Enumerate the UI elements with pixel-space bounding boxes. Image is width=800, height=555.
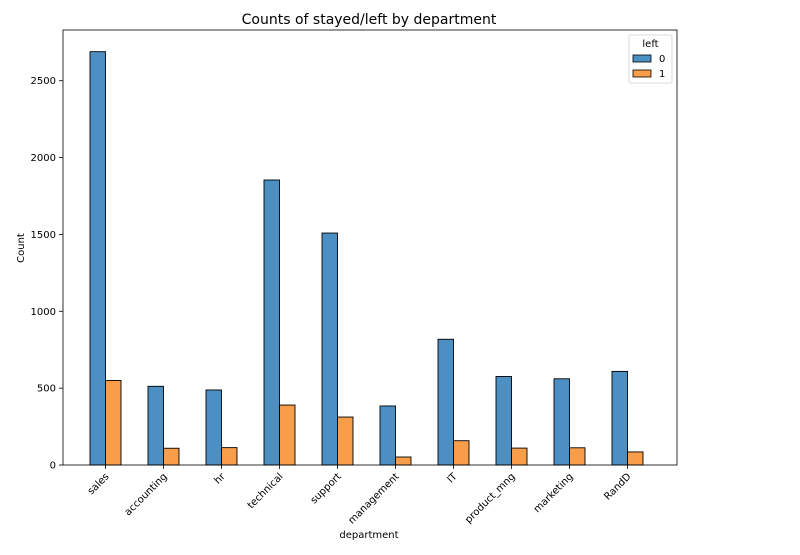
bar-technical-left-0 [263,179,280,466]
bar-technical-left-1 [279,404,296,466]
bar-hr-left-0 [205,389,222,466]
bar-RandD-left-1 [627,451,644,466]
legend-swatch-1 [632,69,652,78]
bar-product_mng-left-0 [495,376,512,466]
bar-sales-left-1 [105,380,122,466]
x-tick-label-management: management [346,471,401,526]
x-tick-label-RandD: RandD [602,471,633,502]
plot-frame [62,29,678,466]
legend-label-0: 0 [659,54,665,65]
y-tick-label-1000: 1000 [31,307,56,318]
bar-management-left-1 [395,456,412,466]
bar-sales-left-0 [89,51,106,466]
x-tick-label-hr: hr [212,471,228,487]
x-tick-label-product_mng: product_mng [463,471,517,525]
plot-area: sales accounting hr technical support managem… [31,29,678,526]
bar-marketing-left-1 [569,447,586,466]
y-tick-label-2000: 2000 [31,153,56,164]
x-tick-label-IT: IT [445,471,460,486]
y-tick-label-2500: 2500 [31,76,56,87]
bar-RandD-left-0 [611,370,628,466]
y-tick-label-500: 500 [37,384,56,395]
bar-management-left-0 [379,405,396,466]
bar-accounting-left-1 [163,447,180,466]
x-tick-label-technical: technical [246,471,286,511]
bar-accounting-left-0 [147,385,164,466]
legend-label-1: 1 [659,69,665,80]
bar-marketing-left-0 [553,378,570,466]
bar-support-left-1 [337,416,354,466]
bar-support-left-0 [321,232,338,466]
x-tick-label-marketing: marketing [532,471,576,515]
y-tick-label-1500: 1500 [31,230,56,241]
x-tick-label-support: support [309,471,344,506]
y-tick-label-0: 0 [50,461,56,472]
x-tick-label-sales: sales [86,471,112,497]
chart-title: Counts of stayed/left by department [242,12,497,28]
x-tick-label-accounting: accounting [123,471,170,518]
bar-IT-left-0 [437,338,454,466]
y-axis-label: Count [16,233,27,263]
bar-product_mng-left-1 [511,447,528,466]
legend-title: left [642,39,658,50]
bar-IT-left-1 [453,440,470,466]
bar-hr-left-1 [221,447,238,466]
legend-swatch-0 [632,54,652,63]
x-axis-label: department [339,530,398,541]
